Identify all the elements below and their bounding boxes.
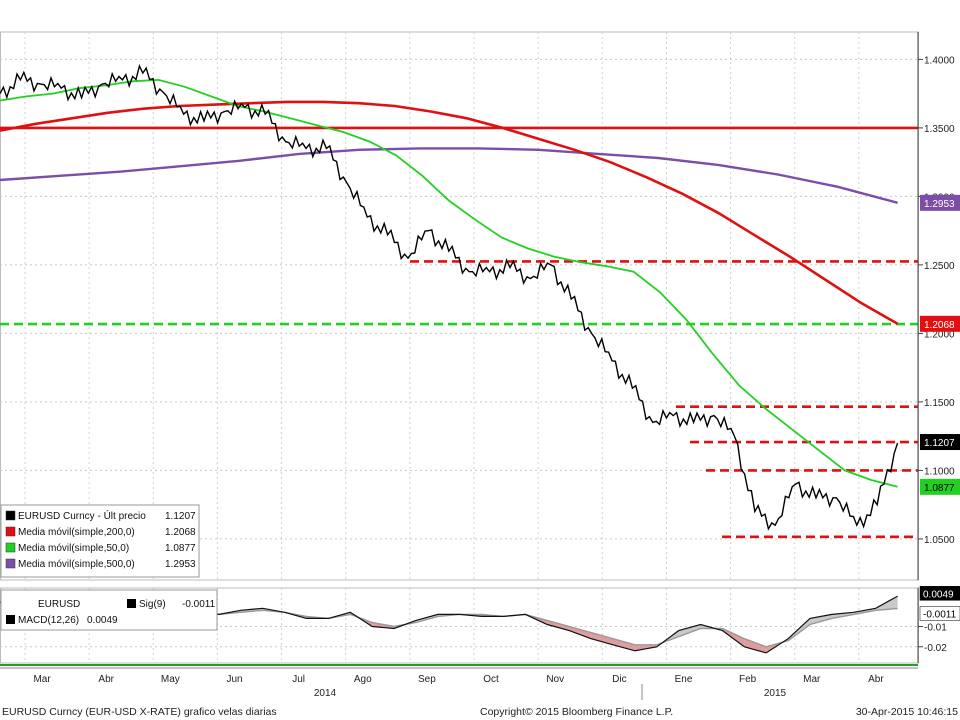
month-label: Jun	[226, 674, 242, 685]
macd-legend-frame	[0, 589, 218, 631]
macd-value-flag	[919, 586, 960, 601]
year-label: 2015	[764, 688, 787, 699]
macd-fill-band	[744, 638, 767, 653]
price-tick-label: 1.3500	[924, 124, 955, 135]
legend-value: 1.1207	[165, 511, 196, 522]
support-resistance-lines	[0, 126, 918, 539]
macd-value-flag	[919, 606, 960, 621]
legend-value: 1.2068	[165, 527, 196, 538]
legend-label: Media móvil(simple,50,0)	[18, 543, 129, 554]
legend-label: Media móvil(simple,500,0)	[18, 559, 135, 570]
month-label: Dic	[612, 674, 626, 685]
price-tick-label: 1.2000	[924, 329, 955, 340]
ma200-line	[0, 100, 899, 325]
macd-value-flag-label: -0.0011	[923, 609, 957, 620]
time-axis: Mar Abr May Jun Jul Ago Sep Oct Nov Dic Ene Feb Mar A…	[0, 664, 918, 700]
signal-swatch	[127, 599, 136, 608]
month-label: Jul	[292, 674, 305, 685]
value-flag	[920, 434, 960, 451]
value-flag	[920, 315, 960, 332]
macd-series-name: EURUSD	[38, 599, 80, 610]
month-label: Sep	[418, 674, 436, 685]
value-flag-label: 1.2068	[924, 320, 955, 331]
macd-labels: EURUSD Sig(9) -0.0011 MACD(12,26) 0.0049	[0, 589, 218, 631]
macd-fill-band	[810, 614, 832, 625]
month-label: Oct	[483, 674, 499, 685]
value-flag	[920, 478, 960, 495]
legend-label: EURUSD Curncy - Últ precio	[18, 509, 146, 522]
macd-fill-band	[569, 626, 592, 639]
footer: EURUSD Curncy (EUR-USD X-RATE) grafico v…	[2, 706, 958, 718]
legend-swatch	[5, 542, 16, 553]
month-label: Ene	[675, 674, 693, 685]
ma500-line	[0, 147, 898, 204]
month-label: Abr	[98, 674, 114, 685]
legend-swatch	[5, 510, 16, 521]
macd-label: MACD(12,26)	[18, 615, 79, 626]
signal-value: -0.0011	[182, 599, 216, 610]
price-tick-label: 1.1500	[924, 398, 955, 409]
month-label: Ago	[354, 674, 372, 685]
signal-label: Sig(9)	[139, 599, 166, 610]
month-label: Mar	[33, 674, 51, 685]
month-label: Abr	[868, 674, 884, 685]
macd-fill-band	[591, 632, 613, 645]
macd-fill-band	[678, 624, 701, 637]
value-flag-label: 1.1207	[924, 438, 955, 449]
price-tick-label: 1.2500	[924, 261, 955, 272]
macd-value-flag-label: 0.0049	[923, 589, 954, 600]
value-flag-label: 1.0877	[924, 483, 955, 494]
value-flag	[920, 194, 960, 211]
legend-label: Media móvil(simple,200,0)	[18, 527, 135, 538]
main-grid	[0, 31, 919, 581]
price-tick-label: 1.0500	[924, 535, 955, 546]
month-label: May	[161, 674, 180, 685]
legend-swatch	[5, 526, 16, 537]
ma50-line	[0, 78, 898, 488]
footer-right: 30-Apr-2015 10:46:15	[856, 706, 958, 718]
year-label: 2014	[314, 688, 337, 699]
footer-center: Copyright© 2015 Bloomberg Finance L.P.	[480, 706, 673, 718]
price-axis: 1.40001.35001.30001.25001.20001.15001.10…	[917, 32, 960, 580]
macd-value: 0.0049	[87, 615, 118, 626]
value-flag-label: 1.2953	[924, 199, 955, 210]
price-tick-label: 1.4000	[924, 55, 955, 66]
macd-fill-band	[547, 620, 570, 631]
price-tick-label: 1.1000	[924, 466, 955, 477]
macd-swatch	[6, 615, 15, 624]
footer-left: EURUSD Curncy (EUR-USD X-RATE) grafico v…	[2, 706, 277, 718]
price-line	[0, 63, 899, 531]
legend-swatch	[5, 558, 16, 569]
legend-frame	[0, 504, 200, 578]
main-series	[0, 63, 899, 531]
macd-fill-band	[612, 638, 635, 651]
macd-tick-label: -0.01	[924, 623, 947, 634]
month-label: Nov	[546, 674, 564, 685]
legend-box: EURUSD Curncy - Últ precio 1.1207 Media mó…	[0, 504, 200, 578]
macd-axis: -0.01 -0.02 0.0049 -0.0011	[917, 586, 960, 663]
month-label: Feb	[739, 674, 757, 685]
month-label: Mar	[803, 674, 821, 685]
legend-value: 1.2953	[165, 559, 196, 570]
main-panel-frame	[0, 31, 919, 581]
legend-value: 1.0877	[165, 543, 196, 554]
macd-tick-label: -0.02	[924, 643, 947, 654]
